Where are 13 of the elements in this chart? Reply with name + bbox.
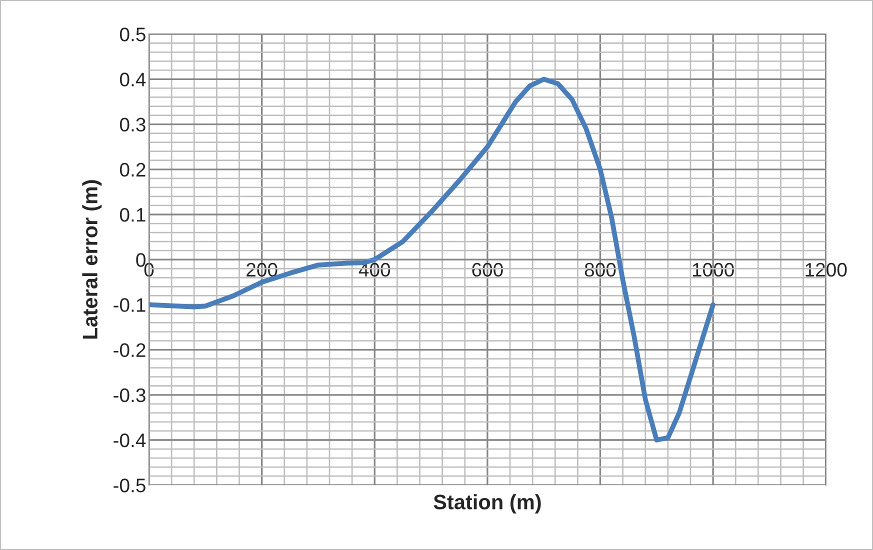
y-tick-label: 0.2 (120, 162, 146, 177)
y-tick-label: 0.4 (120, 72, 146, 86)
y-tick-label: 0.1 (120, 208, 146, 222)
y-axis-title: Lateral error (m) (82, 180, 102, 339)
y-tick-label: 0 (136, 253, 146, 267)
y-tick-label: -0.3 (114, 388, 146, 402)
y-tick-label: -0.4 (114, 433, 146, 448)
y-tick-label: -0.2 (114, 343, 146, 358)
y-tick-label: -0.1 (114, 298, 146, 312)
y-tick-label: 0.5 (120, 28, 146, 42)
y-tick-label: -0.5 (114, 478, 146, 492)
x-axis-title: Station (m) (434, 494, 541, 514)
y-tick-label: 0.3 (120, 118, 146, 132)
